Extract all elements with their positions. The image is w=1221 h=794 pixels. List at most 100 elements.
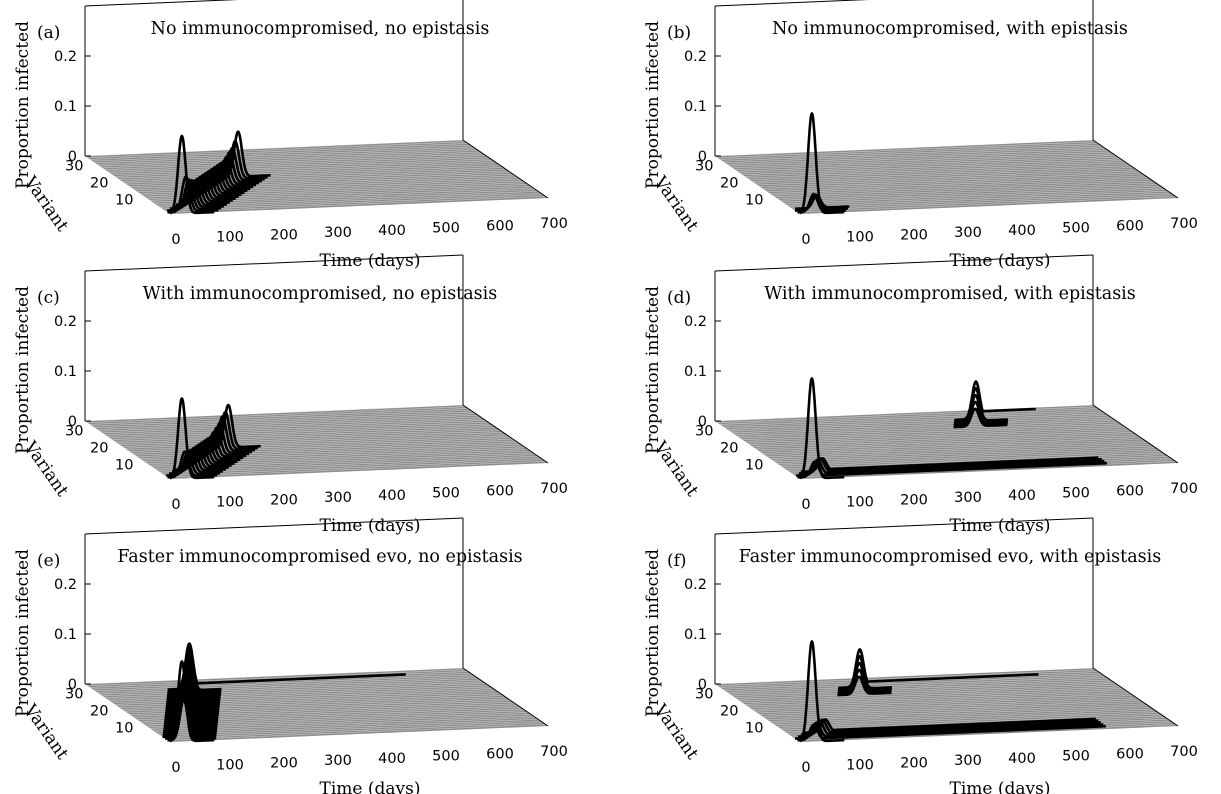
axis-box-edge xyxy=(714,0,869,7)
floor-gridline xyxy=(737,420,1116,437)
floor-gridline xyxy=(779,184,1159,201)
x-tick-label: 200 xyxy=(270,492,298,508)
floor-gridline xyxy=(739,156,1119,174)
floor-gridline xyxy=(167,723,546,741)
floor-gridline xyxy=(742,686,1121,704)
panel-title: Faster immunocompromised evo, with epist… xyxy=(739,547,1161,567)
floor-gridline xyxy=(99,677,479,695)
floor-gridline xyxy=(769,705,1149,722)
y-tick-label: 30 xyxy=(65,687,83,703)
x-tick-label: 100 xyxy=(216,230,244,246)
floor-gridline xyxy=(714,139,1094,157)
x-axis-label: Time (days) xyxy=(950,516,1051,536)
y-axis-label: Variant xyxy=(649,437,702,500)
x-tick-label: 100 xyxy=(846,230,874,246)
z-tick-label: 0.1 xyxy=(54,364,77,380)
y-tick-label: 20 xyxy=(720,704,738,720)
floor-gridline xyxy=(764,173,1144,191)
x-tick-label: 400 xyxy=(378,223,406,239)
floor-gridline xyxy=(109,421,489,439)
x-tick-label: 0 xyxy=(171,232,180,248)
floor-gridline xyxy=(94,411,474,429)
floor-gridline xyxy=(734,153,1114,170)
z-axis-label: Proportion infected xyxy=(643,21,663,189)
floor-gridline xyxy=(724,146,1104,164)
floor-gridline xyxy=(92,409,471,427)
floor-gridline xyxy=(119,691,499,709)
z-tick-label: 0.2 xyxy=(684,577,707,593)
x-tick-label: 500 xyxy=(1062,221,1090,237)
y-tick-label: 10 xyxy=(745,721,763,737)
floor-gridline xyxy=(162,720,541,738)
floor-gridline xyxy=(772,443,1151,461)
floor-gridline xyxy=(717,141,1096,159)
x-tick-label: 600 xyxy=(486,218,514,234)
floor-gridline xyxy=(752,693,1131,710)
floor-gridline xyxy=(102,679,481,697)
floor-gridline xyxy=(777,710,1156,727)
floor-gridline xyxy=(167,195,546,213)
floor-gridline xyxy=(777,182,1156,199)
y-axis-label: Variant xyxy=(649,700,702,763)
floor-gridline xyxy=(757,168,1136,186)
axis-box-edge xyxy=(714,517,1094,535)
floor-gridline xyxy=(759,170,1139,188)
x-axis-label: Time (days) xyxy=(950,779,1051,794)
floor-gridline xyxy=(774,445,1154,463)
y-tick-label: 20 xyxy=(90,704,108,720)
series-line-variant-1 xyxy=(169,660,215,743)
floor-gridline xyxy=(789,190,1169,208)
x-tick-label: 700 xyxy=(540,216,568,232)
floor-gridline xyxy=(719,143,1099,160)
series-line-variant-4 xyxy=(794,194,851,211)
floor-gridline xyxy=(149,449,529,466)
floor-gridline xyxy=(792,192,1171,210)
z-tick-label: 0.2 xyxy=(684,314,707,330)
floor-gridline xyxy=(94,146,474,164)
floor-gridline xyxy=(159,718,539,736)
series-line-variant-26 xyxy=(836,675,893,697)
floor-gridline xyxy=(102,151,481,169)
floor-gridline xyxy=(97,676,476,693)
floor-gridline xyxy=(732,416,1111,434)
axis-box-edge xyxy=(84,254,464,272)
z-tick-label: 0 xyxy=(698,414,707,430)
axis-box-edge xyxy=(1092,139,1179,199)
floor-gridline xyxy=(727,148,1106,165)
x-tick-label: 300 xyxy=(954,753,982,769)
floor-gridline xyxy=(747,689,1126,707)
x-axis-label: Time (days) xyxy=(320,516,421,536)
floor-gridline xyxy=(794,194,1174,211)
series-line-variant-1 xyxy=(799,112,846,215)
floor-gridline xyxy=(777,447,1156,464)
panel-label: (e) xyxy=(37,551,60,571)
z-tick-label: 0.2 xyxy=(684,49,707,65)
x-axis-label: Time (days) xyxy=(320,779,421,794)
floor-gridline xyxy=(772,706,1151,724)
floor-gridline xyxy=(164,459,544,476)
x-tick-label: 0 xyxy=(801,232,810,248)
floor-gridline xyxy=(92,672,471,690)
y-axis-label: Variant xyxy=(19,172,72,235)
axis-box-edge xyxy=(84,517,464,535)
floor-gridline xyxy=(164,722,544,739)
z-tick-label: 0.1 xyxy=(684,364,707,380)
floor-gridline xyxy=(762,437,1141,454)
y-tick-label: 20 xyxy=(720,441,738,457)
x-tick-label: 400 xyxy=(378,488,406,504)
y-tick-label: 20 xyxy=(90,176,108,192)
z-tick-label: 0 xyxy=(68,414,77,430)
floor-gridline xyxy=(742,158,1121,176)
floor-gridline xyxy=(727,676,1106,693)
floor-gridline xyxy=(764,701,1144,719)
floor-gridline xyxy=(167,460,546,478)
x-tick-label: 0 xyxy=(171,497,180,513)
x-tick-label: 400 xyxy=(1008,488,1036,504)
floor-gridline xyxy=(787,189,1166,206)
series-line-variant-1 xyxy=(799,640,846,743)
x-tick-label: 0 xyxy=(801,497,810,513)
panel-label: (c) xyxy=(37,288,60,308)
floor-gridline xyxy=(94,674,474,692)
floor-gridline xyxy=(724,674,1104,692)
